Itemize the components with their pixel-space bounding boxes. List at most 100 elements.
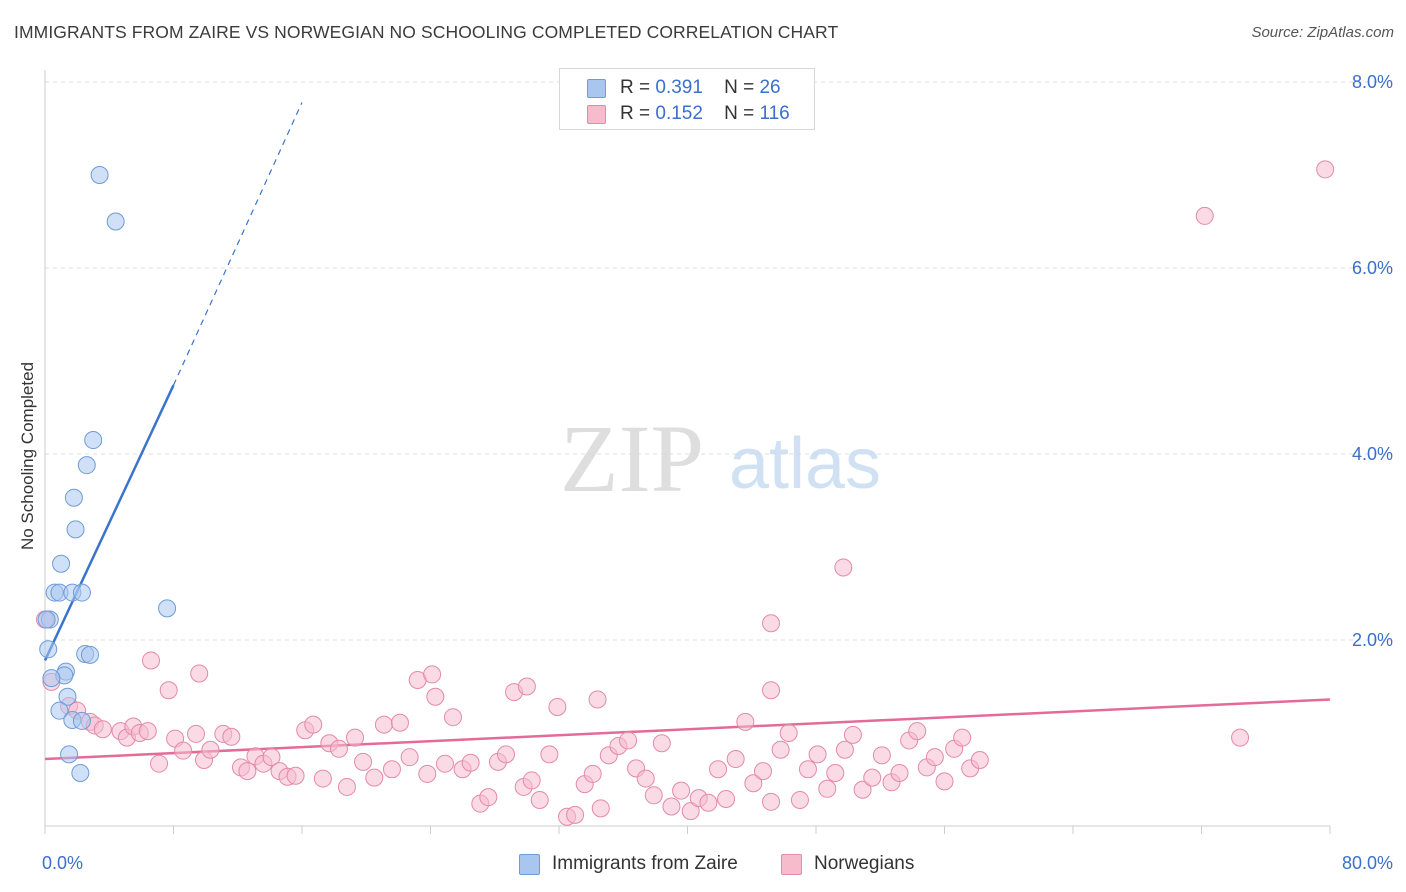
norwegians-point [426, 687, 445, 706]
zaire-point [58, 687, 77, 706]
norwegians-n-value: 116 [759, 103, 790, 124]
norwegians-point [798, 760, 817, 779]
watermark: ZIP atlas [560, 405, 881, 512]
norwegians-point [159, 681, 178, 700]
norwegians-point [779, 724, 798, 742]
zaire-trend-extension [172, 102, 303, 386]
norwegians-point [834, 558, 853, 577]
zaire-legend-label: Immigrants from Zaire [552, 853, 738, 874]
norwegians-point [522, 771, 541, 790]
y-tick-label: 6.0% [1352, 258, 1393, 278]
norwegians-point [443, 708, 462, 727]
norwegians-point [753, 762, 772, 781]
gridlines [45, 81, 1392, 641]
norwegians-point [699, 793, 718, 812]
norwegians-legend-swatch [781, 854, 802, 875]
norwegians-point [970, 750, 989, 769]
norwegians-point [517, 677, 536, 696]
norwegians-point [1231, 728, 1250, 747]
norwegians-point [925, 748, 944, 767]
norwegians-point [423, 665, 442, 684]
norwegians-point [435, 754, 454, 773]
norwegians-point [1316, 160, 1335, 179]
series-legend: Immigrants from Zaire Norwegians [0, 852, 1406, 878]
zaire-n-value: 26 [759, 77, 781, 98]
norwegians-point [93, 720, 112, 739]
norwegians-point [346, 728, 365, 747]
zaire-point [84, 431, 103, 450]
norwegians-point [953, 728, 972, 747]
norwegians-point [479, 788, 498, 807]
norwegians-point [138, 722, 157, 741]
norwegians-point [418, 764, 437, 783]
norwegians-point [771, 740, 790, 759]
norwegians-point [863, 768, 882, 787]
norwegians-swatch [587, 105, 606, 124]
norwegians-point [174, 741, 193, 760]
norwegians-point [222, 727, 241, 746]
zaire-point [52, 554, 71, 573]
norwegians-point [662, 797, 681, 816]
norwegians-point [636, 769, 655, 788]
zaire-point [71, 763, 90, 782]
n-label: N = [724, 103, 755, 124]
norwegians-point [762, 681, 781, 700]
norwegians-point [390, 713, 409, 732]
norwegians-point [818, 779, 837, 798]
x-tick-label-max: 80.0% [1342, 853, 1393, 873]
norwegians-point [826, 763, 845, 782]
source-label: Source: ZipAtlas.com [1251, 24, 1394, 41]
zaire-legend-swatch [519, 854, 540, 875]
zaire-point [72, 711, 91, 730]
norwegians-r-value: 0.152 [655, 103, 703, 124]
y-tick-label: 4.0% [1352, 444, 1393, 464]
norwegians-point [496, 745, 515, 764]
zaire-r-value: 0.391 [655, 77, 703, 98]
norwegians-point [843, 725, 862, 744]
norwegians-point [461, 753, 480, 772]
zaire-point [90, 166, 109, 184]
watermark-zip: ZIP [560, 405, 704, 512]
r-label: R = [620, 77, 651, 98]
norwegians-point [186, 724, 205, 743]
norwegians-point [382, 760, 401, 779]
norwegians-point [762, 614, 781, 633]
norwegians-point [672, 781, 691, 800]
x-tick-label-min: 0.0% [42, 853, 83, 873]
norwegians-point [935, 772, 954, 791]
norwegians-point [365, 768, 384, 787]
zaire-point [66, 520, 85, 539]
norwegians-trend-line [44, 698, 1331, 761]
norwegians-point [238, 762, 257, 781]
norwegians-point [400, 748, 419, 767]
zaire-point [39, 640, 58, 659]
norwegians-point [566, 805, 585, 824]
norwegians-point [262, 748, 281, 767]
r-label: R = [620, 103, 651, 124]
norwegians-point [736, 712, 755, 731]
zaire-point [158, 599, 177, 618]
zaire-point [50, 701, 69, 720]
norwegians-point [1195, 206, 1214, 225]
norwegians-point [548, 697, 567, 716]
norwegians-point [709, 760, 728, 779]
norwegians-point [583, 764, 602, 783]
norwegians-point [530, 790, 549, 809]
zaire-point [77, 456, 96, 475]
norwegians-point [540, 745, 559, 764]
norwegians-point [190, 664, 209, 683]
n-label: N = [724, 77, 755, 98]
zaire-trend-line [43, 384, 175, 661]
y-tick-label: 2.0% [1352, 630, 1393, 650]
norwegians-point [304, 715, 323, 734]
norwegians-point [835, 740, 854, 759]
norwegians-point [142, 651, 161, 670]
norwegians-point [790, 790, 809, 809]
tick-labels: 2.0% 4.0% 6.0% 8.0% 0.0% 80.0% [42, 72, 1393, 873]
norwegians-point [619, 731, 638, 750]
stats-legend: R = 0.391 N = 26 R = 0.152 N = 116 [559, 68, 815, 130]
norwegians-point [762, 792, 781, 811]
norwegians-point [150, 754, 169, 773]
data-points [36, 160, 1335, 826]
norwegians-point [890, 763, 909, 782]
